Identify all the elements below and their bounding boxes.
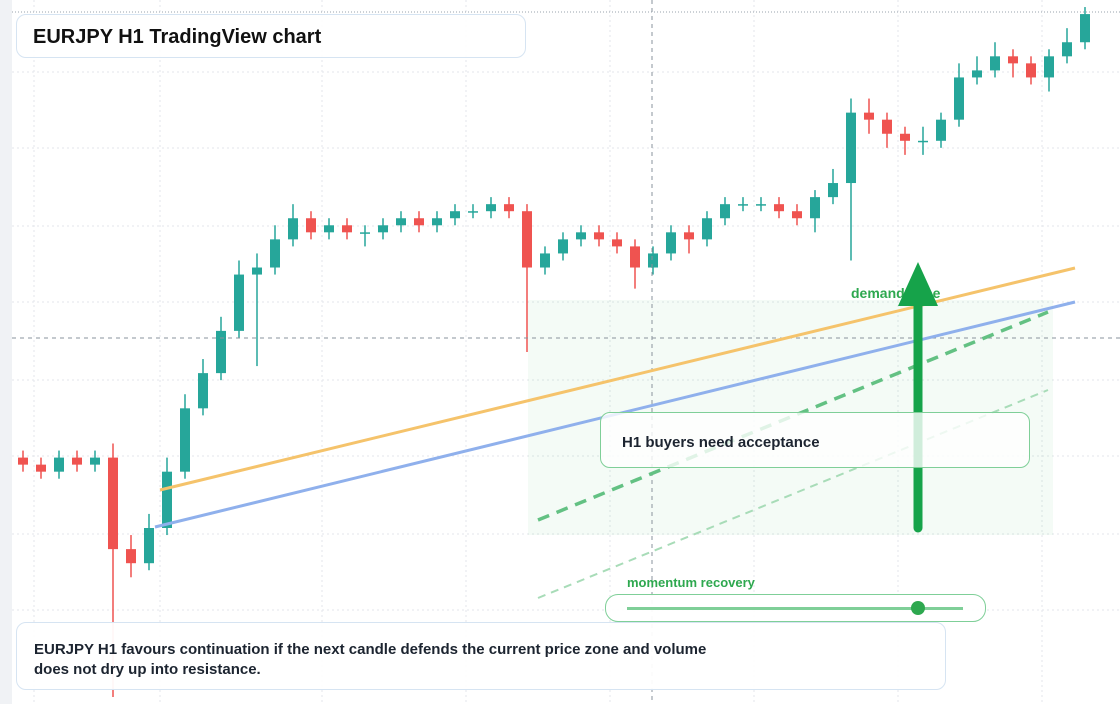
- candle-body: [486, 204, 496, 212]
- candle-body: [720, 204, 730, 219]
- candle-body: [360, 232, 370, 234]
- slider-knob[interactable]: [911, 601, 925, 615]
- grid: [12, 0, 1120, 704]
- candle-body: [432, 218, 442, 226]
- candle-body: [1044, 56, 1054, 78]
- candle-body: [414, 218, 424, 226]
- candle-body: [684, 232, 694, 240]
- candle-body: [1080, 14, 1090, 43]
- candle-body: [990, 56, 1000, 71]
- candle-body: [666, 232, 676, 254]
- candle-body: [936, 119, 946, 141]
- callout-box: H1 buyers need acceptance: [600, 412, 1030, 468]
- candle-body: [792, 211, 802, 219]
- candle-body: [810, 197, 820, 219]
- title: EURJPY H1 TradingView chart: [33, 26, 322, 48]
- candle-body: [342, 225, 352, 233]
- candle-body: [522, 211, 532, 268]
- candle-body: [90, 457, 100, 465]
- candle-body: [36, 464, 46, 472]
- candle-body: [54, 457, 64, 472]
- slider[interactable]: [605, 594, 986, 622]
- candle-body: [594, 232, 604, 240]
- candle-body: [702, 218, 712, 240]
- candle-body: [846, 112, 856, 184]
- candle-body: [954, 77, 964, 120]
- candle-body: [558, 239, 568, 254]
- candle-body: [504, 204, 514, 212]
- candle-body: [126, 549, 136, 564]
- slider-label: momentum recovery: [627, 575, 755, 590]
- candle-body: [198, 373, 208, 409]
- candle-body: [18, 457, 28, 465]
- candle-body: [324, 225, 334, 233]
- candle-body: [774, 204, 784, 212]
- candle-body: [630, 246, 640, 268]
- candle-body: [738, 204, 748, 206]
- candle-body: [450, 211, 460, 219]
- note-line: EURJPY H1 favours continuation if the ne…: [34, 641, 707, 658]
- candle-body: [180, 408, 190, 472]
- left-edge: [0, 0, 12, 704]
- candle-body: [144, 528, 154, 564]
- slider-track: [627, 607, 963, 610]
- candle-body: [1008, 56, 1018, 64]
- note: EURJPY H1 favours continuation if the ne…: [34, 640, 706, 680]
- candle-body: [468, 211, 478, 213]
- candles: [18, 7, 1090, 697]
- candle-body: [288, 218, 298, 240]
- candle-body: [162, 471, 172, 528]
- note-line: does not dry up into resistance.: [34, 661, 261, 678]
- candle-body: [270, 239, 280, 268]
- candle-body: [72, 457, 82, 465]
- candle-body: [648, 253, 658, 268]
- candle-body: [828, 183, 838, 198]
- candle-body: [918, 140, 928, 143]
- candle-body: [108, 457, 118, 550]
- candle-body: [972, 70, 982, 78]
- candle-body: [540, 253, 550, 268]
- candle-body: [756, 204, 766, 206]
- candle-body: [576, 232, 586, 240]
- candle-body: [1062, 42, 1072, 57]
- candle-body: [1026, 63, 1036, 78]
- candle-body: [900, 133, 910, 141]
- candle-body: [378, 225, 388, 233]
- note-box: EURJPY H1 favours continuation if the ne…: [16, 622, 946, 690]
- candle-body: [216, 330, 226, 374]
- candle-body: [252, 267, 262, 275]
- candle-body: [234, 274, 244, 331]
- candle-body: [396, 218, 406, 226]
- candle-body: [612, 239, 622, 247]
- title-box: EURJPY H1 TradingView chart: [16, 14, 526, 58]
- callout: H1 buyers need acceptance: [622, 434, 820, 451]
- dashed-line: [537, 389, 1049, 599]
- candle-body: [882, 119, 892, 134]
- candle-body: [864, 112, 874, 120]
- candle-body: [306, 218, 316, 233]
- arrow-head: [898, 262, 938, 306]
- dashed-line: [537, 310, 1049, 522]
